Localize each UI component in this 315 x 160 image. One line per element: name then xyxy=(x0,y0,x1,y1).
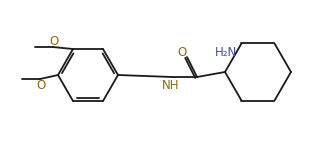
Text: NH: NH xyxy=(162,79,180,92)
Text: O: O xyxy=(36,79,46,92)
Text: O: O xyxy=(177,45,186,59)
Text: H₂N: H₂N xyxy=(215,46,237,59)
Text: O: O xyxy=(49,35,59,48)
